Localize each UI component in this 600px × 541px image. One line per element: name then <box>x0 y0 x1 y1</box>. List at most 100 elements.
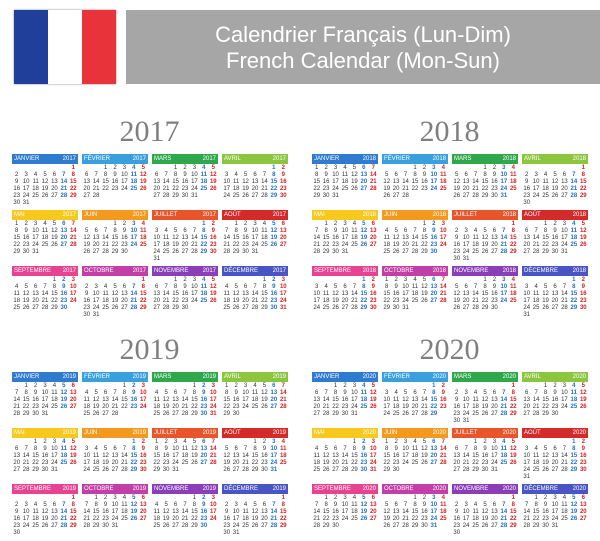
day: 26 <box>481 411 489 417</box>
day: 19 <box>579 235 587 241</box>
day: 12 <box>83 235 91 241</box>
day-empty <box>101 221 110 228</box>
day: 31 <box>462 256 470 262</box>
day: 15 <box>509 397 517 403</box>
day: 10 <box>500 284 508 290</box>
day: 23 <box>453 249 461 255</box>
month-header: NOVEMBRE 2020 <box>452 484 518 494</box>
day: 1 <box>572 277 576 283</box>
day: 14 <box>130 291 138 297</box>
day: 27 <box>270 404 278 410</box>
day: 24 <box>491 460 498 466</box>
month-11: NOVEMBRE 2019 1 2 3 4 5 6 7 8 9 10 11 12 13 14 15 16 17 18 1… <box>152 484 218 536</box>
day: 31 <box>551 523 559 529</box>
day: 9 <box>15 179 19 185</box>
day-grid: 1 2 3 4 5 6 7 8 9 10 11 12 13 14 15 16 17 18 19 20 21 22 23 24 2… <box>222 383 288 418</box>
day-grid: 1 2 3 4 5 6 7 8 9 10 11 12 13 14 15 16 17 18 19 20 21 22 23 24 2… <box>82 495 148 530</box>
month-12: DÉCEMBRE 2017 1 2 3 4 5 6 7 8 9 10 11 12 13 14 15 16 17 18 1… <box>222 266 288 318</box>
day: 20 <box>341 298 349 304</box>
day-empty <box>50 495 59 502</box>
day-grid: 1 2 3 4 5 6 7 8 9 10 11 12 13 14 15 16 17 18 19 20 21 22 23 24 2… <box>452 165 518 200</box>
day: 15 <box>153 453 161 459</box>
day: 23 <box>60 298 68 304</box>
day: 31 <box>341 249 349 255</box>
day: 20 <box>60 235 68 241</box>
day-empty <box>31 165 40 172</box>
day: 22 <box>430 404 438 410</box>
day: 13 <box>32 291 39 297</box>
day: 20 <box>51 186 58 192</box>
day: 21 <box>421 404 428 410</box>
day: 1 <box>324 221 328 227</box>
day: 15 <box>322 235 330 241</box>
month-name: NOVEMBRE <box>454 486 489 492</box>
day-empty <box>152 221 161 228</box>
day: 7 <box>562 284 567 290</box>
day-empty <box>531 383 540 390</box>
day: 19 <box>360 235 368 241</box>
day-empty <box>321 439 330 446</box>
day: 18 <box>153 516 161 522</box>
day: 7 <box>183 390 187 396</box>
day-grid: 1 2 3 4 5 6 7 8 9 10 11 12 13 14 15 16 17 18 19 20 21 22 23 24 2… <box>152 383 218 418</box>
day: 25 <box>360 404 368 410</box>
day: 26 <box>481 523 489 529</box>
day: 23 <box>430 242 438 248</box>
month-4: AVRIL 2018 1 2 3 4 5 6 7 8 9 10 11 12 13 14 15 16 17 18 19 20… <box>522 154 588 206</box>
day: 27 <box>232 467 240 473</box>
day: 20 <box>32 298 39 304</box>
day: 20 <box>491 242 498 248</box>
day: 23 <box>421 186 428 192</box>
day: 18 <box>439 509 447 515</box>
day-empty <box>222 221 231 228</box>
day: 27 <box>369 242 377 248</box>
day: 21 <box>22 460 30 466</box>
day: 4 <box>572 221 576 227</box>
day: 27 <box>411 411 419 417</box>
day: 17 <box>223 186 231 192</box>
day: 27 <box>181 249 189 255</box>
day: 21 <box>60 516 68 522</box>
day: 21 <box>92 186 100 192</box>
day: 1 <box>543 221 548 227</box>
month-year: 2018 <box>432 268 446 274</box>
day-empty <box>452 439 461 446</box>
day: 10 <box>172 446 179 452</box>
day: 4 <box>315 446 319 452</box>
day: 30 <box>453 418 461 424</box>
day: 6 <box>272 383 276 389</box>
day-empty <box>391 165 400 172</box>
day: 12 <box>481 397 489 403</box>
day: 4 <box>155 390 159 396</box>
day-empty <box>241 495 250 502</box>
day: 26 <box>41 523 49 529</box>
day: 17 <box>383 404 391 410</box>
day-empty <box>452 221 461 228</box>
day: 10 <box>341 502 349 508</box>
day: 14 <box>402 179 409 185</box>
day: 12 <box>579 390 587 396</box>
month-7: JUILLET 2018 1 2 3 4 5 6 7 8 9 10 11 12 13 14 15 16 17 18 19… <box>452 210 518 262</box>
day: 9 <box>113 172 117 178</box>
day: 3 <box>534 172 538 178</box>
day: 29 <box>279 523 287 529</box>
day-grid: 1 2 3 4 5 6 7 8 9 10 11 12 13 14 15 16 17 18 19 20 21 22 23 24 2… <box>312 383 378 418</box>
month-name: MARS <box>154 156 172 162</box>
month-8: AOÛT 2020 1 2 3 4 5 6 7 8 9 10 11 12 13 14 15 16 17 18 19 20 2… <box>522 428 588 480</box>
day: 22 <box>351 460 358 466</box>
day: 8 <box>71 502 75 508</box>
year-2018: 2018 JANVIER 2018 1 2 3 4 5 6 7 8 9 10 11 12 13 14 15 16 17… <box>308 112 591 320</box>
day: 17 <box>69 291 77 297</box>
month-header: JUIN 2017 <box>82 210 148 220</box>
day: 27 <box>83 193 91 199</box>
day-empty <box>59 495 68 502</box>
day: 4 <box>352 495 357 501</box>
day: 11 <box>411 446 419 452</box>
day: 6 <box>464 284 468 290</box>
day: 7 <box>71 221 75 227</box>
day: 2 <box>15 502 19 508</box>
day: 14 <box>439 446 447 452</box>
month-name: AOÛT <box>224 212 241 218</box>
day: 4 <box>413 439 417 445</box>
day: 18 <box>51 397 58 403</box>
